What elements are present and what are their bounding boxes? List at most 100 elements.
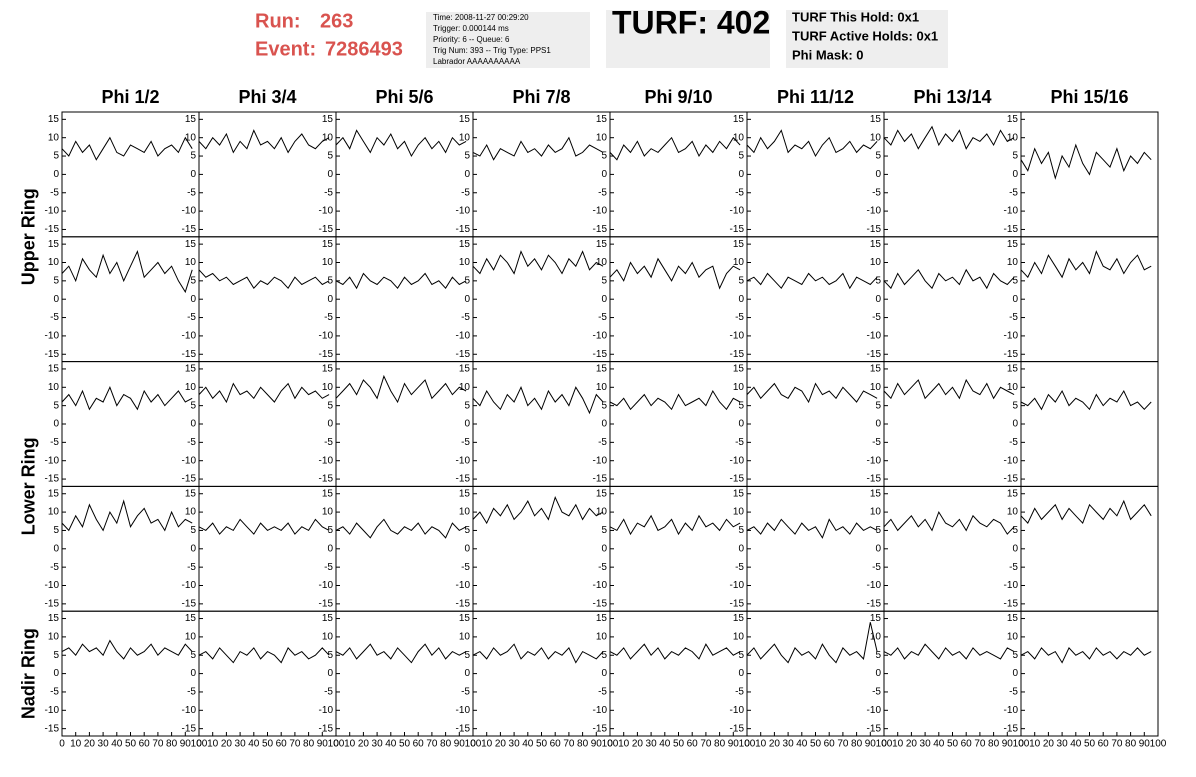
event: 7286493 [325,38,403,60]
panel-frame [883,236,1022,363]
y-tick-label: 0 [464,668,470,679]
y-tick-label: 5 [464,525,470,536]
x-tick-label: 30 [235,739,247,750]
column-title: Phi 7/8 [512,87,570,107]
x-tick-label: 100 [328,739,345,750]
y-tick-label: 0 [464,169,470,180]
y-tick-label: -5 [872,312,881,323]
y-tick-label: 15 [1007,488,1019,499]
y-tick-label: 10 [870,382,882,393]
y-tick-label: -5 [324,187,333,198]
y-tick-label: 10 [459,507,471,518]
y-tick-label: 0 [190,169,196,180]
x-tick-label: 0 [1018,739,1024,750]
y-tick-label: 5 [1012,400,1018,411]
panel-frame [61,236,200,363]
y-tick-label: 10 [596,382,608,393]
y-tick-label: -10 [730,580,745,591]
waveform [61,386,193,411]
y-tick-label: 10 [733,257,745,268]
y-tick-label: -10 [1004,331,1019,342]
y-tick-label: -15 [319,723,334,734]
waveform [198,647,330,664]
waveform [1020,647,1152,664]
y-tick-label: 15 [459,114,471,125]
x-tick-label: 90 [728,739,740,750]
y-tick-label: 10 [459,257,471,268]
y-tick-label: -15 [1004,474,1019,485]
y-tick-label: -15 [182,349,197,360]
waveform [198,382,330,404]
y-tick-label: -5 [598,187,607,198]
column-title: Phi 5/6 [375,87,433,107]
y-tick-label: 0 [1012,419,1018,430]
column-title: Phi 9/10 [644,87,712,107]
y-tick-label: 15 [596,239,608,250]
y-tick-label: -15 [456,224,471,235]
y-tick-label: 5 [327,275,333,286]
x-tick-label: 20 [632,739,644,750]
panel-frame [746,361,885,487]
y-tick-label: 15 [1007,239,1019,250]
y-tick-label: -10 [45,206,60,217]
y-tick-label: 15 [322,239,334,250]
panel-frame [335,361,474,487]
y-tick-label: -5 [324,437,333,448]
y-tick-label: 5 [1012,650,1018,661]
y-tick-label: 15 [459,613,471,624]
waveform [61,639,193,660]
x-tick-label: 90 [180,739,192,750]
y-tick-label: 0 [327,543,333,554]
x-tick-label: 90 [454,739,466,750]
waveform [609,643,741,660]
y-tick-label: -10 [867,455,882,466]
x-tick-label: 30 [783,739,795,750]
x-tick-label: 100 [876,739,893,750]
waveform [883,378,1015,400]
x-tick-label: 10 [1029,739,1041,750]
x-tick-label: 30 [509,739,521,750]
panel-frame [198,361,337,487]
x-tick-label: 30 [646,739,658,750]
y-tick-label: -5 [735,687,744,698]
y-tick-label: -15 [182,723,197,734]
y-tick-label: 15 [459,364,471,375]
y-tick-label: 10 [185,382,197,393]
turf-info: TURF Active Holds: 0x1 [792,28,938,43]
y-tick-label: 5 [738,525,744,536]
y-tick-label: -5 [872,562,881,573]
y-tick-label: -15 [182,598,197,609]
waveform [335,518,467,539]
y-tick-label: -15 [319,224,334,235]
y-tick-label: 10 [870,632,882,643]
y-tick-label: -15 [45,349,60,360]
y-tick-label: -10 [593,455,608,466]
y-tick-label: 5 [1012,525,1018,536]
y-tick-label: -10 [182,580,197,591]
y-tick-label: 0 [190,668,196,679]
column-title: Phi 13/14 [913,87,991,107]
y-tick-label: 15 [322,488,334,499]
x-tick-label: 80 [851,739,863,750]
y-tick-label: 0 [464,419,470,430]
x-tick-label: 10 [618,739,630,750]
y-tick-label: 10 [870,507,882,518]
y-tick-label: -5 [50,437,59,448]
x-tick-label: 20 [84,739,96,750]
waveform [472,250,604,275]
y-tick-label: 0 [601,294,607,305]
y-tick-label: 10 [185,507,197,518]
x-tick-label: 70 [563,739,575,750]
x-tick-label: 50 [947,739,959,750]
y-tick-label: -10 [45,455,60,466]
panel-frame [609,361,748,487]
y-tick-label: -10 [1004,580,1019,591]
y-tick-label: 5 [190,650,196,661]
panel-frame [883,610,1022,737]
x-tick-label: 50 [1084,739,1096,750]
y-tick-label: 10 [322,507,334,518]
y-tick-label: 15 [185,613,197,624]
y-tick-label: 0 [53,294,59,305]
y-tick-label: -10 [867,580,882,591]
y-tick-label: -15 [45,224,60,235]
